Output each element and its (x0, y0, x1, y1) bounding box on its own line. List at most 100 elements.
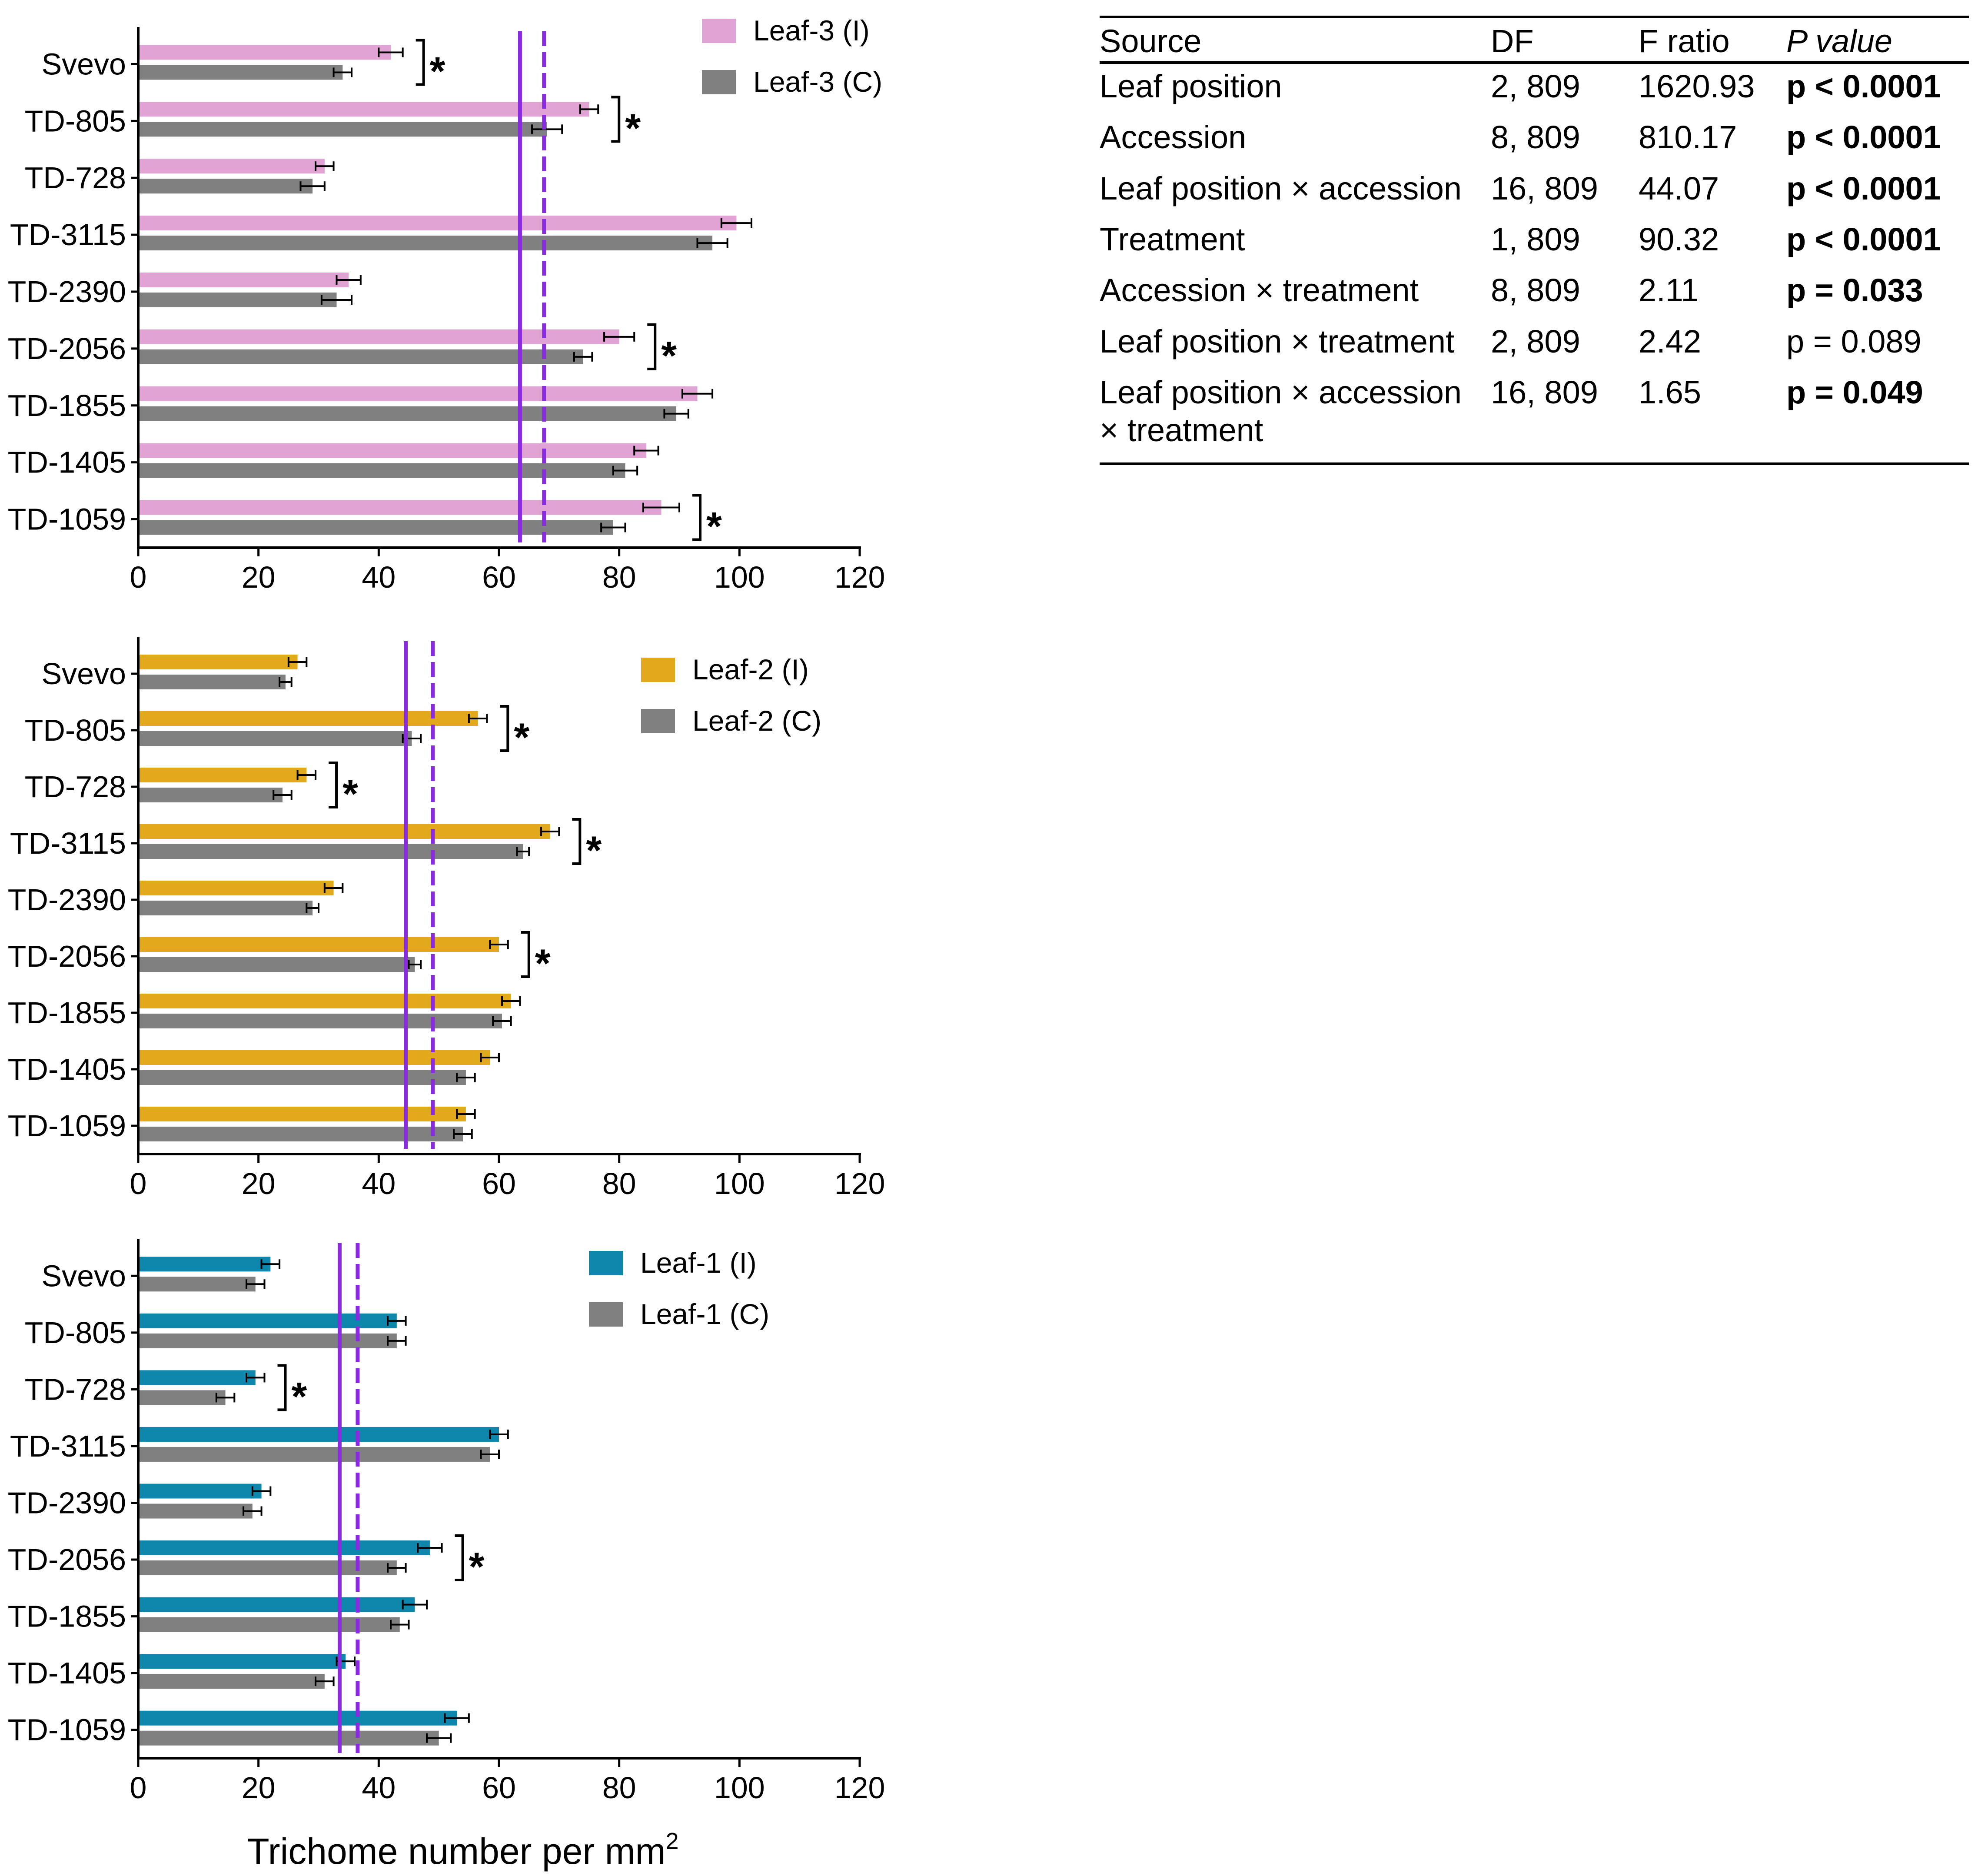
significance-star: * (706, 505, 722, 549)
bar-inoculated (138, 329, 619, 344)
x-axis-title-text: Trichome number per mm (247, 1831, 665, 1872)
x-tick-label: 40 (362, 1771, 396, 1805)
bar-control (138, 844, 523, 859)
x-tick-label: 60 (482, 1771, 516, 1805)
bar-inoculated (138, 1050, 490, 1065)
bar-control (138, 788, 283, 802)
bar-control (138, 1333, 397, 1348)
category-label: TD-2390 (8, 275, 126, 309)
row-source: Accession × treatment (1100, 272, 1419, 309)
anova-header-row: Source DF F ratio P value (1100, 16, 1969, 64)
leaf-2-chart: Svevo TD-805 * TD-728 * TD-3115 * TD-2390 TD-205… (8, 637, 885, 1201)
row-p: p = 0.049 (1786, 369, 1969, 465)
bar-inoculated (138, 1597, 415, 1612)
header-source: Source (1100, 16, 1491, 64)
bar-control (138, 1730, 439, 1746)
row-source: Leaf position × treatment (1100, 323, 1455, 359)
category-label: TD-805 (25, 1316, 126, 1350)
bar-inoculated (138, 881, 334, 895)
significance-star: * (514, 715, 529, 760)
significance-star: * (661, 334, 677, 378)
significance-bracket (277, 1364, 287, 1411)
bar-control (138, 293, 337, 307)
bar-control (138, 179, 313, 194)
bar-inoculated (138, 937, 499, 952)
significance-star: * (625, 106, 641, 150)
row-df: 2, 809 (1491, 68, 1580, 104)
legend-label: Leaf-1 (C) (640, 1298, 769, 1330)
x-tick-label: 80 (602, 1167, 636, 1201)
significance-bracket (416, 39, 425, 86)
significance-star: * (469, 1545, 485, 1589)
category-label: TD-728 (25, 161, 126, 195)
bar-inoculated (138, 768, 307, 782)
bar-control (138, 1070, 466, 1085)
bar-control (138, 1390, 226, 1405)
bar-control (138, 236, 713, 251)
bar-control (138, 1674, 325, 1689)
bar-inoculated (138, 216, 737, 231)
legend-swatch (641, 709, 675, 733)
leaf-3-chart: Svevo * TD-805 * TD-728 TD-3115 TD-2390 TD-2056… (8, 14, 885, 594)
legend-label: Leaf-2 (C) (692, 705, 821, 737)
category-label: TD-1405 (8, 1656, 126, 1690)
row-p: p < 0.0001 (1786, 170, 1941, 206)
category-label: Svevo (41, 657, 126, 691)
table-row: Accession × treatment 8, 809 2.11 p = 0.… (1100, 268, 1969, 319)
category-label: TD-805 (25, 713, 126, 747)
row-df: 8, 809 (1491, 119, 1580, 156)
x-axis-title: Trichome number per mm2 (247, 1828, 678, 1872)
legend-swatch (702, 70, 736, 94)
legend-label: Leaf-3 (I) (753, 14, 870, 47)
bar-inoculated (138, 386, 698, 401)
row-source-line2: × treatment (1100, 412, 1263, 449)
row-f: 2.42 (1639, 323, 1702, 359)
bar-control (138, 1014, 502, 1028)
x-tick-label: 0 (130, 560, 147, 594)
bar-control (138, 1447, 490, 1462)
category-label: TD-1059 (8, 1109, 126, 1143)
x-tick-label: 80 (602, 1771, 636, 1805)
bar-inoculated (138, 1484, 262, 1499)
header-p-value: P value (1786, 16, 1969, 64)
significance-star: * (342, 772, 358, 816)
category-label: Svevo (41, 1259, 126, 1293)
bar-control (138, 1560, 397, 1576)
bar-inoculated (138, 824, 550, 839)
legend-swatch (589, 1302, 623, 1327)
anova-table-grid: Source DF F ratio P value Leaf position … (1100, 16, 1969, 465)
leaf-1-chart: Svevo TD-805 TD-728 * TD-3115 TD-2390 TD-2056 *… (8, 1239, 885, 1805)
bar-control (138, 675, 286, 689)
bar-control (138, 1127, 463, 1141)
row-f: 810.17 (1639, 119, 1737, 156)
bar-control (138, 463, 625, 478)
row-source-line1: Leaf position × accession (1100, 374, 1462, 410)
row-source: Treatment (1100, 221, 1245, 257)
legend-label: Leaf-3 (C) (753, 66, 882, 98)
bar-inoculated (138, 500, 662, 515)
row-f: 1620.93 (1639, 68, 1755, 104)
table-row: Leaf position × accession × treatment 16,… (1100, 369, 1969, 465)
bar-control (138, 731, 412, 746)
x-tick-label: 40 (362, 560, 396, 594)
bar-inoculated (138, 655, 298, 669)
bar-inoculated (138, 1540, 430, 1556)
row-p: p < 0.0001 (1786, 221, 1941, 257)
bar-control (138, 122, 547, 137)
significance-bracket (647, 323, 657, 370)
bar-inoculated (138, 1257, 271, 1272)
row-f: 1.65 (1639, 369, 1786, 465)
x-tick-label: 80 (602, 560, 636, 594)
legend-label: Leaf-1 (I) (640, 1247, 757, 1279)
header-df: DF (1491, 16, 1639, 64)
significance-bracket (455, 1534, 464, 1582)
row-df: 16, 809 (1491, 369, 1639, 465)
legend-swatch (641, 658, 675, 682)
row-df: 2, 809 (1491, 323, 1580, 359)
category-label: TD-1059 (8, 1713, 126, 1747)
x-tick-label: 60 (482, 1167, 516, 1201)
significance-star: * (430, 49, 445, 93)
x-tick-label: 20 (242, 560, 276, 594)
x-tick-label: 0 (130, 1167, 147, 1201)
legend-swatch (589, 1251, 623, 1275)
